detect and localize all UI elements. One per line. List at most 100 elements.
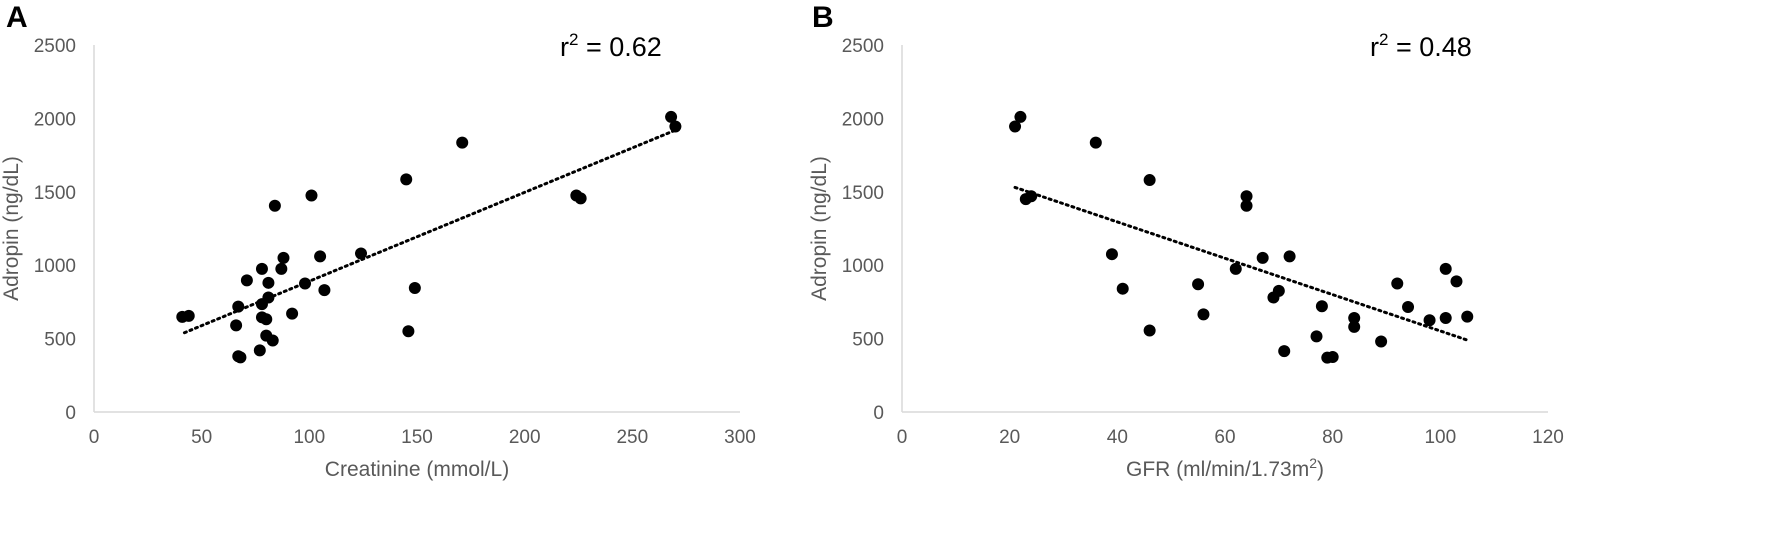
data-point [182, 309, 195, 322]
y-tick-label: 2500 [842, 36, 884, 57]
x-tick-label: 50 [191, 427, 212, 448]
data-point [1256, 251, 1269, 264]
data-point [1310, 330, 1323, 343]
x-tick-label: 0 [897, 427, 908, 448]
data-point [277, 251, 290, 264]
chart-panel-a: 0 500 1000 1500 2000 2500 0 50 100 150 200 250 300 Cr… [0, 1, 756, 481]
data-point [305, 189, 318, 202]
data-point [1315, 300, 1328, 313]
data-point [262, 276, 275, 289]
y-tick-label: 1500 [842, 183, 884, 204]
x-axis-title: Creatinine (mmol/L) [325, 458, 509, 481]
data-point [255, 262, 268, 275]
data-point [1283, 250, 1296, 263]
data-point [1278, 345, 1291, 358]
data-point [456, 136, 469, 149]
r-squared-annotation: r2 = 0.62 [560, 30, 662, 62]
x-tick-label: 0 [89, 427, 100, 448]
data-point [1116, 282, 1129, 295]
x-tick-label: 150 [401, 427, 433, 448]
data-point [1143, 174, 1156, 187]
data-point [230, 319, 243, 332]
data-point [1025, 190, 1038, 203]
data-point [234, 351, 247, 364]
x-axis-title-after: ) [1317, 458, 1324, 481]
data-point [1229, 262, 1242, 275]
r-squared-value: = 0.48 [1388, 32, 1471, 62]
data-point [402, 325, 415, 338]
y-axis-title: Adropin (ng/dL) [808, 156, 831, 301]
data-point [299, 277, 312, 290]
r-squared-sup: 2 [569, 30, 578, 49]
data-point [1240, 190, 1253, 203]
data-point [232, 300, 245, 313]
data-point [1423, 314, 1436, 327]
data-point [262, 291, 275, 304]
y-tick-label: 0 [873, 403, 884, 424]
y-tick-label: 2000 [842, 109, 884, 130]
data-point [1197, 308, 1210, 321]
data-point [669, 120, 682, 133]
r-squared-value: = 0.62 [578, 32, 661, 62]
x-tick-label: 100 [1424, 427, 1456, 448]
y-tick-label: 1000 [842, 256, 884, 277]
data-point [286, 307, 299, 320]
data-point [574, 192, 587, 205]
data-point [1326, 350, 1339, 363]
x-tick-label: 100 [293, 427, 325, 448]
data-point [1272, 284, 1285, 297]
x-axis-title-text: Creatinine (mmol/L) [325, 458, 509, 481]
y-tick-label: 0 [65, 403, 76, 424]
y-tick-label: 2500 [34, 36, 76, 57]
r-squared-lhs: r [1370, 32, 1379, 62]
data-point [318, 284, 331, 297]
y-tick-label: 500 [852, 330, 884, 351]
y-tick-label: 2000 [34, 109, 76, 130]
x-tick-label: 20 [999, 427, 1020, 448]
data-point [314, 250, 327, 263]
y-tick-label: 1000 [34, 256, 76, 277]
data-point [1375, 335, 1388, 348]
x-axis-title: GFR (ml/min/1.73m2) [1126, 455, 1324, 481]
data-point [268, 199, 281, 212]
data-point [1348, 320, 1361, 333]
r-squared-sup: 2 [1379, 30, 1388, 49]
data-point [1240, 199, 1253, 212]
data-point [240, 274, 253, 287]
data-point [1439, 312, 1452, 325]
data-point [665, 110, 678, 123]
x-tick-label: 40 [1107, 427, 1128, 448]
x-tick-label: 300 [724, 427, 756, 448]
x-axis-title-text: GFR (ml/min/1.73m [1126, 458, 1309, 481]
y-tick-label: 500 [44, 330, 76, 351]
data-point [1450, 275, 1463, 288]
x-tick-label: 80 [1322, 427, 1343, 448]
data-point [1143, 324, 1156, 337]
data-point [408, 281, 421, 294]
data-point [260, 313, 273, 326]
data-point [1105, 248, 1118, 261]
data-point [400, 173, 413, 186]
data-point [1402, 301, 1415, 314]
r-squared-annotation: r2 = 0.48 [1370, 30, 1472, 62]
x-tick-label: 200 [509, 427, 541, 448]
panel-label: A [6, 1, 28, 34]
data-point [275, 262, 288, 275]
data-point [1009, 120, 1022, 133]
data-point [1461, 310, 1474, 323]
x-tick-label: 120 [1532, 427, 1564, 448]
data-point [1348, 312, 1361, 325]
x-tick-label: 250 [616, 427, 648, 448]
data-point [1089, 136, 1102, 149]
data-point [1014, 110, 1027, 123]
panel-label: B [812, 1, 834, 34]
chart-panel-b: 0 500 1000 1500 2000 2500 0 20 40 60 80 100 120 GFR (… [808, 1, 1564, 481]
data-point [1192, 278, 1205, 291]
data-point [266, 334, 279, 347]
data-point [253, 344, 266, 357]
y-tick-label: 1500 [34, 183, 76, 204]
data-point [1439, 262, 1452, 275]
data-point [1391, 277, 1404, 290]
x-tick-label: 60 [1214, 427, 1235, 448]
